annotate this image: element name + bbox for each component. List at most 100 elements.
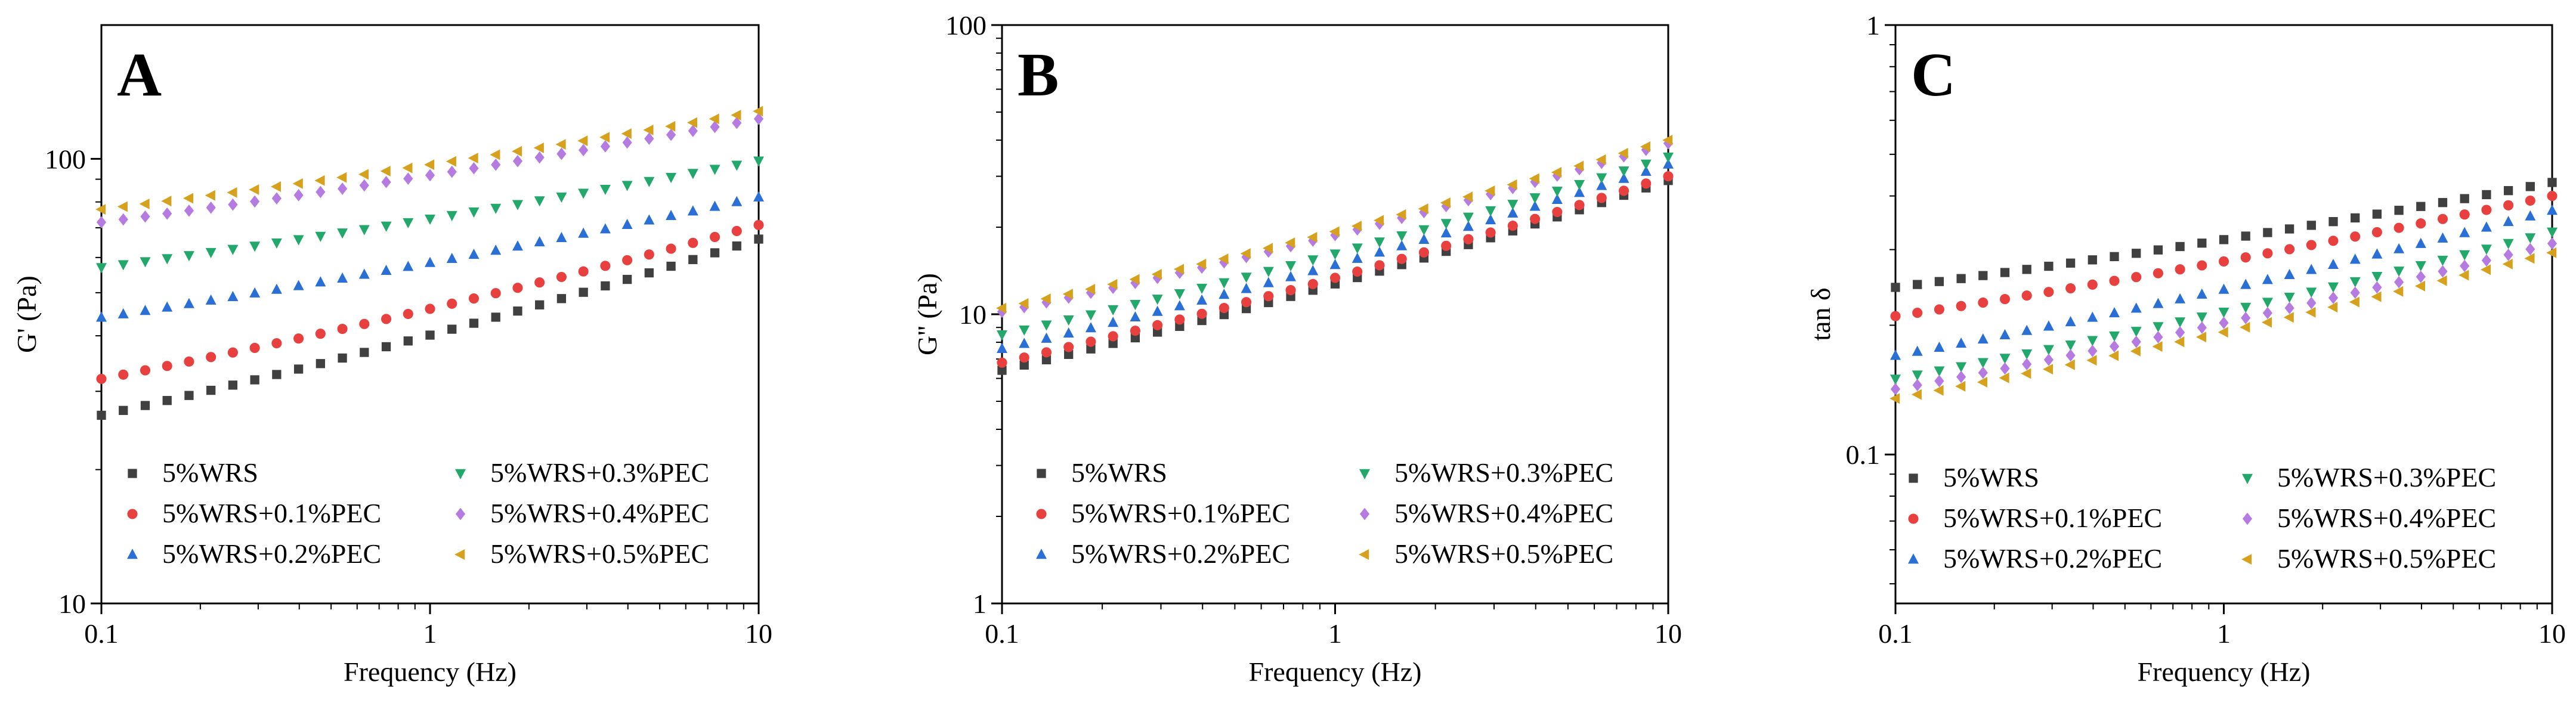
data-point (2284, 268, 2295, 280)
data-point (1507, 200, 1519, 210)
panel-label: B (1018, 41, 1059, 109)
x-tick-label: 1 (1328, 618, 1342, 649)
data-point (512, 154, 523, 168)
data-point (315, 329, 326, 339)
data-point (2043, 364, 2054, 375)
data-point (97, 410, 106, 420)
data-point (2153, 268, 2163, 278)
data-point (709, 165, 720, 175)
legend-marker (2242, 473, 2253, 484)
data-point (337, 272, 348, 283)
data-point (2328, 217, 2338, 227)
data-point (1352, 243, 1363, 254)
data-point (1574, 163, 1585, 176)
data-point (140, 401, 150, 410)
data-point (2414, 280, 2425, 292)
data-point (2306, 296, 2317, 309)
data-point (709, 200, 720, 211)
legend-label: 5%WRS+0.4%PEC (2277, 503, 2496, 533)
data-point (1374, 246, 1385, 257)
data-point (1151, 269, 1162, 280)
data-point (2371, 291, 2382, 302)
y-tick-label: 1 (973, 589, 987, 619)
data-point (468, 293, 480, 304)
data-point (578, 188, 589, 199)
data-point (1574, 200, 1585, 210)
data-point (316, 359, 325, 369)
data-point (161, 196, 172, 207)
legend-marker (454, 549, 465, 560)
data-point (556, 147, 567, 160)
data-point (425, 169, 435, 182)
data-point (2482, 190, 2491, 200)
data-point (1551, 187, 1563, 197)
legend-label: 5%WRS+0.1%PEC (1943, 503, 2162, 533)
data-point (1040, 293, 1051, 305)
legend-marker (455, 507, 466, 521)
data-point (2503, 216, 2514, 227)
data-point (1440, 219, 1452, 230)
data-point (184, 391, 194, 400)
data-point (2175, 241, 2185, 252)
data-point (1978, 297, 1989, 308)
series-2 (1890, 191, 2558, 321)
data-point (1152, 320, 1163, 330)
data-point (2218, 283, 2229, 294)
x-tick-label: 10 (745, 618, 772, 649)
series-2 (96, 219, 764, 384)
data-point (2547, 227, 2558, 238)
data-point (1063, 342, 1074, 352)
data-point (1440, 197, 1451, 209)
data-point (2503, 249, 2513, 261)
data-point (621, 128, 632, 140)
panel-label: C (1911, 41, 1956, 109)
data-point (2196, 288, 2207, 299)
data-point (140, 257, 151, 268)
data-point (1285, 237, 1295, 249)
data-point (162, 207, 172, 220)
data-point (96, 216, 107, 229)
data-point (139, 198, 150, 209)
x-tick-label: 10 (2538, 618, 2566, 649)
data-point (425, 256, 435, 267)
data-point (2547, 191, 2558, 202)
data-point (2284, 244, 2295, 255)
series-3 (96, 191, 764, 322)
data-point (118, 213, 128, 226)
data-point (556, 271, 567, 283)
data-point (403, 172, 413, 185)
legend-marker (1037, 469, 1046, 478)
data-point (117, 260, 129, 271)
data-point (360, 348, 369, 357)
data-point (293, 235, 304, 246)
data-point (1574, 179, 1585, 190)
data-point (117, 308, 129, 318)
data-point (228, 198, 238, 211)
data-point (2109, 340, 2120, 353)
data-point (359, 179, 369, 192)
data-point (1663, 171, 1674, 182)
data-point (2502, 258, 2513, 270)
legend-marker (2242, 512, 2253, 525)
data-point (2131, 272, 2142, 283)
data-point (1934, 277, 1944, 286)
data-point (425, 214, 435, 225)
data-point (1263, 291, 1274, 302)
data-point (358, 268, 370, 279)
data-point (1462, 212, 1474, 223)
data-point (446, 252, 457, 263)
data-point (1219, 302, 1229, 314)
x-tick-label: 10 (1655, 618, 1682, 649)
data-point (337, 182, 348, 195)
data-point (2394, 275, 2404, 289)
data-point (687, 169, 698, 179)
data-point (2065, 283, 2076, 294)
data-point (490, 288, 501, 299)
data-point (183, 298, 194, 308)
data-point (2547, 205, 2558, 215)
data-point (2525, 195, 2535, 206)
data-point (271, 338, 282, 349)
data-point (1218, 253, 1229, 265)
data-point (1418, 233, 1430, 244)
data-point (1041, 320, 1052, 331)
